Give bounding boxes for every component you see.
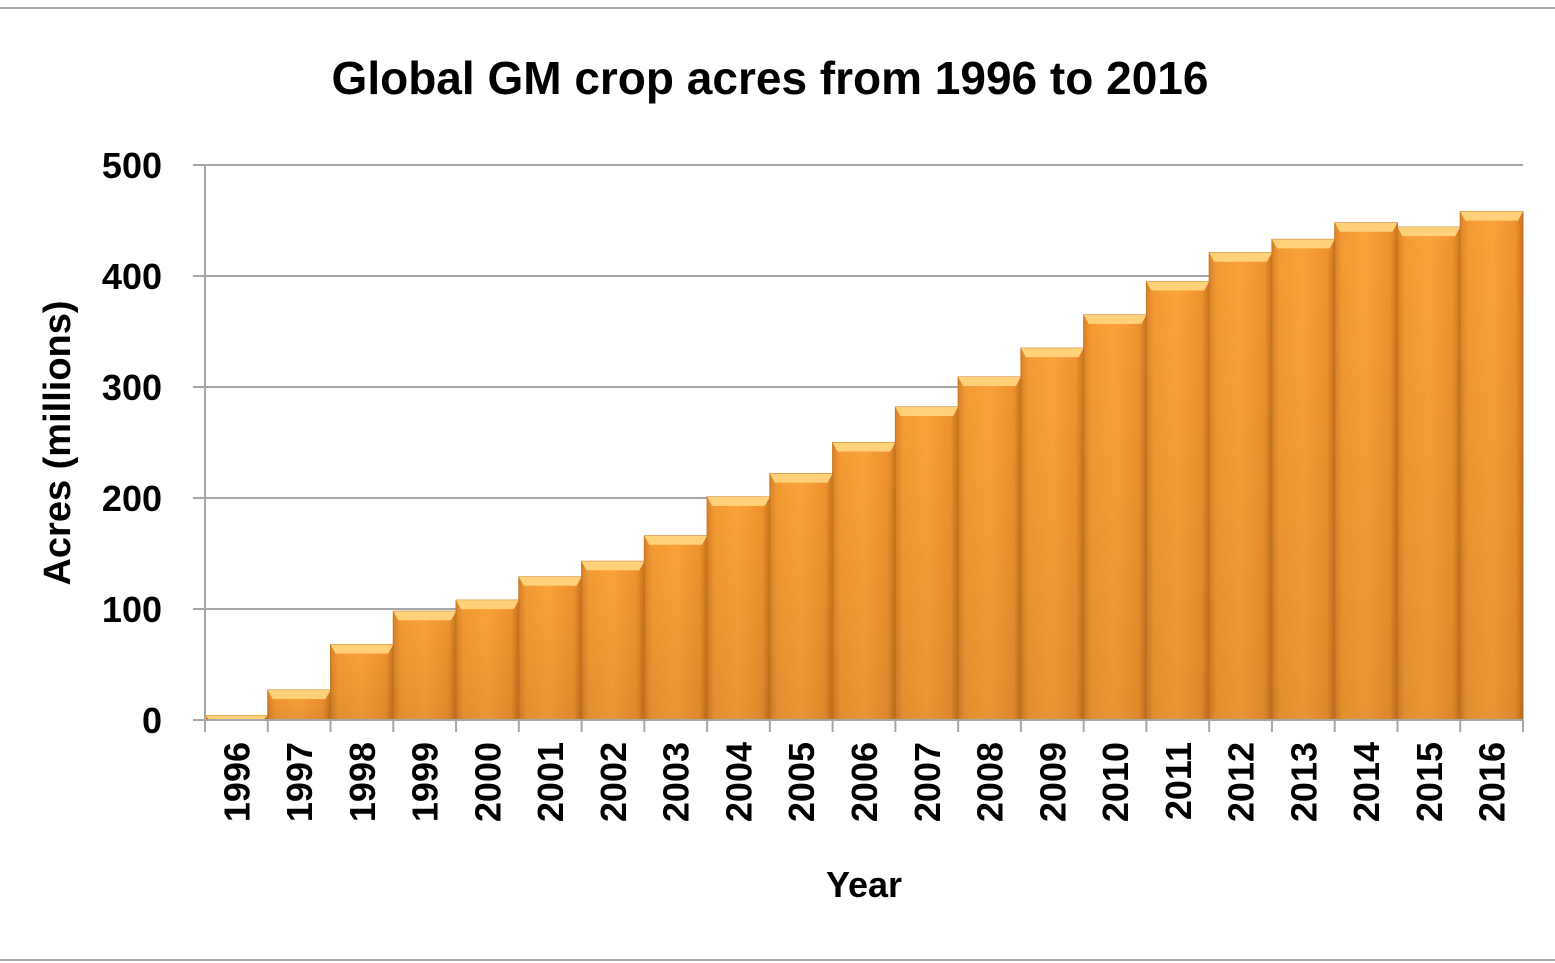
bar-top-bevel (330, 644, 394, 654)
x-tick-label: 1997 (279, 742, 320, 822)
bar-shade (1334, 222, 1398, 720)
bar-top-bevel (1271, 239, 1335, 249)
x-tick-label: 2005 (781, 742, 822, 822)
bar-top-bevel (832, 442, 896, 452)
bar-top-bevel (456, 600, 519, 610)
bar-2010 (1083, 314, 1147, 721)
bar-top-bevel (1209, 252, 1272, 262)
bar-top-bevel (205, 715, 268, 720)
y-axis-label: Acres (millions) (37, 300, 79, 585)
x-tick-label: 2014 (1346, 742, 1387, 822)
bar-2000 (455, 599, 520, 721)
bar-2004 (706, 496, 771, 721)
bar-1998 (330, 644, 394, 721)
x-axis-label: Year (826, 864, 902, 905)
x-tick-label: 1998 (342, 742, 383, 822)
y-tick-label: 500 (102, 145, 162, 186)
bar-2012 (1208, 252, 1273, 721)
x-tick-label: 2009 (1032, 742, 1073, 822)
bar-1997 (267, 689, 332, 721)
bar-top-bevel (1020, 348, 1084, 358)
bar-1999 (392, 610, 457, 721)
bar-2005 (769, 473, 834, 721)
bar-shade (1020, 348, 1084, 720)
bar-shade (895, 406, 959, 720)
bar-shade (1460, 211, 1523, 720)
y-tick-label: 0 (142, 700, 162, 741)
bar-shade (581, 561, 645, 720)
x-tick-label: 1996 (216, 742, 257, 822)
bar-shade (1271, 239, 1335, 720)
bar-shade (769, 473, 833, 720)
bar-top-bevel (1146, 281, 1210, 291)
x-tick-label: 2006 (844, 742, 885, 822)
bar-top-bevel (895, 406, 959, 416)
x-tick-label: 1999 (405, 742, 446, 822)
bar-shade (1146, 281, 1210, 720)
bar-shade (330, 644, 394, 720)
x-tick-label: 2003 (656, 742, 697, 822)
bar-shade (456, 600, 519, 720)
x-tick-label: 2016 (1472, 742, 1513, 822)
bar-2008 (957, 376, 1022, 721)
bar-shade (1083, 314, 1147, 720)
x-tick-label: 2004 (718, 742, 759, 822)
bar-top-bevel (1397, 227, 1461, 237)
bar-shade (393, 611, 457, 720)
x-tick-label: 2013 (1283, 742, 1324, 822)
bar-2003 (643, 535, 708, 721)
x-tick-label: 2008 (970, 742, 1011, 822)
x-tick-label: 2002 (593, 742, 634, 822)
y-tick-label: 400 (102, 256, 162, 297)
y-tick-label: 100 (102, 589, 162, 630)
y-tick-label: 200 (102, 478, 162, 519)
bar-2002 (581, 560, 645, 721)
bar-top-bevel (518, 576, 582, 586)
x-tick-label: 2012 (1221, 742, 1262, 822)
bar-2006 (832, 442, 896, 721)
bar-shade (644, 535, 708, 720)
bar-2009 (1020, 347, 1085, 721)
bar-top-bevel (707, 496, 770, 506)
bar-top-bevel (958, 377, 1021, 387)
bar-top-bevel (581, 561, 645, 571)
bar-shade (1209, 252, 1272, 720)
x-tick-label: 2000 (467, 742, 508, 822)
y-tick-label: 300 (102, 367, 162, 408)
bar-shade (832, 442, 896, 720)
bar-shade (1397, 227, 1461, 720)
x-tick-label: 2015 (1409, 742, 1450, 822)
bar-2001 (518, 576, 583, 721)
bar-top-bevel (1460, 211, 1523, 221)
bar-top-bevel (769, 473, 833, 483)
bar-2016 (1459, 211, 1524, 721)
bar-top-bevel (393, 611, 457, 621)
bar-top-bevel (644, 535, 708, 545)
x-tick-label: 2011 (1158, 742, 1199, 820)
bar-shade (707, 496, 770, 720)
bar-2014 (1334, 222, 1398, 721)
bar-2013 (1271, 238, 1336, 721)
chart-title: Global GM crop acres from 1996 to 2016 (332, 52, 1209, 104)
bar-top-bevel (1334, 222, 1398, 232)
bar-shade (518, 576, 582, 720)
bar-top-bevel (1083, 314, 1147, 324)
bar-top-bevel (267, 690, 331, 700)
bar-2011 (1145, 281, 1210, 721)
bar-2015 (1396, 226, 1461, 721)
x-tick-label: 2007 (907, 742, 948, 822)
x-tick-label: 2001 (530, 742, 571, 822)
bar-shade (958, 377, 1021, 720)
x-tick-label: 2010 (1095, 742, 1136, 822)
bar-2007 (894, 406, 959, 721)
